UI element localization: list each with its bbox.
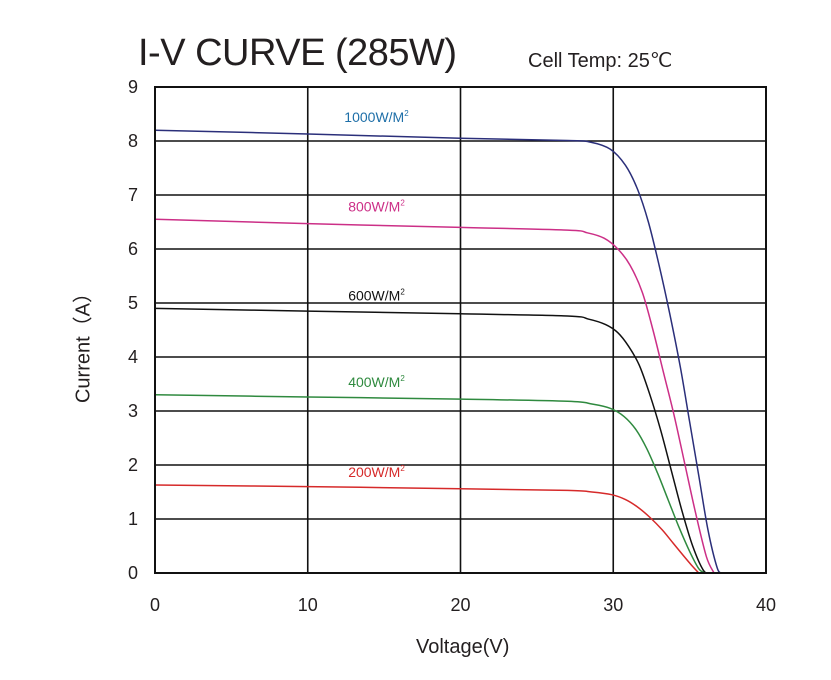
chart-subtitle: Cell Temp: 25℃ — [528, 50, 673, 72]
series-label-600w-m: 600W/M2 — [348, 287, 405, 303]
y-tick-label-6: 6 — [128, 239, 138, 259]
series-labels: 1000W/M2 800W/M2 600W/M2 400W/M2 200W/M2 — [344, 109, 409, 480]
series-line-800w-m — [154, 218, 715, 574]
series-lines — [154, 129, 723, 574]
x-tick-label-30: 30 — [603, 595, 623, 615]
y-tick-label-8: 8 — [128, 131, 138, 151]
series-label-800w-m: 800W/M2 — [348, 198, 405, 214]
y-tick-label-4: 4 — [128, 347, 138, 367]
plot-border — [154, 86, 767, 574]
series-line-200w-m — [154, 484, 700, 574]
y-tick-label-7: 7 — [128, 185, 138, 205]
grid — [155, 87, 766, 573]
y-tick-label-5: 5 — [128, 293, 138, 313]
y-tick-label-1: 1 — [128, 509, 138, 529]
series-label-1000w-m: 1000W/M2 — [344, 109, 409, 125]
tick-labels: 0 1 2 3 4 5 6 7 8 9 0 10 20 30 40 — [128, 77, 776, 615]
y-axis-label: Current（A） — [72, 282, 95, 404]
series-label-200w-m: 200W/M2 — [348, 464, 405, 480]
y-tick-label-3: 3 — [128, 401, 138, 421]
x-axis-label: Voltage(V) — [416, 636, 510, 658]
y-tick-label-2: 2 — [128, 455, 138, 475]
x-tick-label-0: 0 — [150, 595, 160, 615]
chart-title: I-V CURVE (285W) — [138, 32, 457, 74]
series-line-400w-m — [154, 394, 706, 574]
x-tick-label-10: 10 — [298, 595, 318, 615]
x-tick-label-20: 20 — [450, 595, 470, 615]
series-line-1000w-m — [154, 129, 723, 574]
series-line-600w-m — [154, 307, 710, 574]
y-tick-label-0: 0 — [128, 563, 138, 583]
y-tick-label-9: 9 — [128, 77, 138, 97]
plot-frame — [154, 86, 767, 574]
x-tick-label-40: 40 — [756, 595, 776, 615]
series-label-400w-m: 400W/M2 — [348, 374, 405, 390]
